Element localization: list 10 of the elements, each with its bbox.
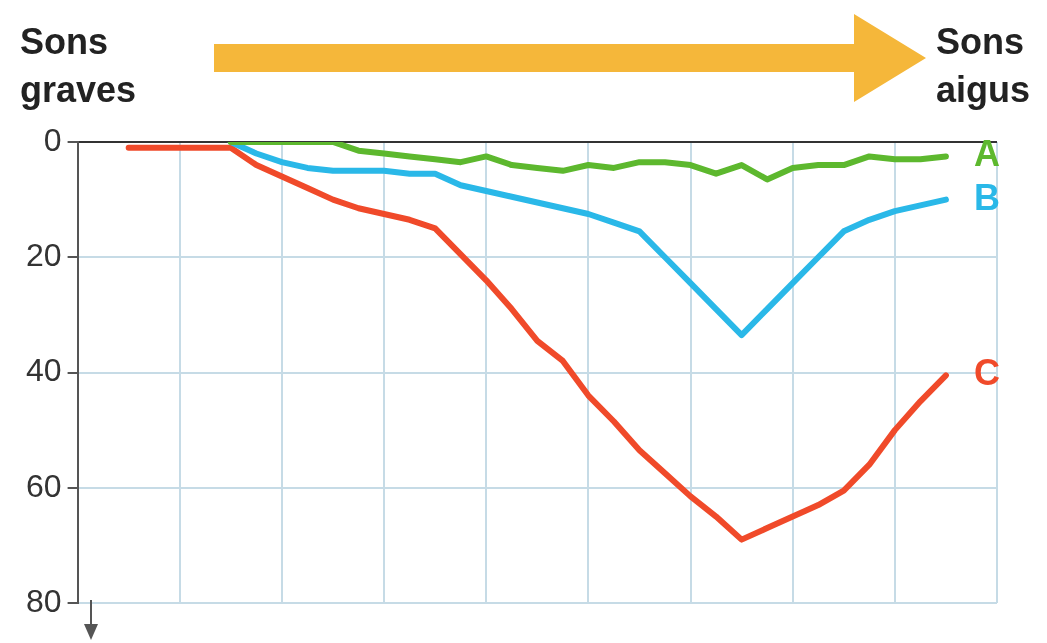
text: Sons aigus [936,20,1031,112]
y-tick-label: 0 [43,121,62,158]
series-label: A [973,133,1000,175]
y-tick-label: 60 [26,467,62,504]
series-label: C [973,352,1000,394]
y-tick-label: 80 [26,582,62,619]
y-tick-label: 20 [26,237,62,274]
y-tick-label: 40 [26,352,62,389]
series-label: B [973,176,1000,218]
text: Sons graves [20,20,137,112]
